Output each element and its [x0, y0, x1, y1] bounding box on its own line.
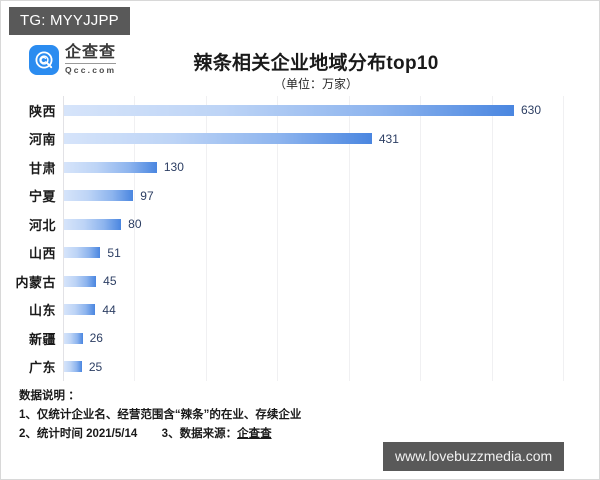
bar-container: 25 [64, 353, 599, 382]
footnote-source-value: 企查查 [237, 427, 272, 440]
bar-value-label: 26 [89, 331, 103, 346]
bar-category-label: 陕西 [28, 103, 56, 119]
qcc-logo-icon [29, 45, 59, 75]
bar[interactable] [64, 247, 101, 259]
footnotes: 数据说明 ： 1、仅统计企业名、经营范围含“辣条”的在业、存续企业 2、统计时间… [19, 387, 419, 444]
bar[interactable] [64, 361, 82, 373]
chart-bar-row[interactable]: 新疆 26 [1, 324, 599, 353]
bar-container: 130 [64, 153, 599, 182]
bar-container: 51 [64, 239, 599, 268]
footnote-line-1: 1、仅统计企业名、经营范围含“辣条”的在业、存续企业 [19, 408, 302, 421]
bar[interactable] [64, 275, 97, 287]
qcc-logo-text: 企查查 Qcc.com [65, 45, 117, 76]
qcc-logo-name-cn: 企查查 [65, 45, 117, 65]
footnote-stat-date: 2、统计时间 2021/5/14 [19, 427, 138, 440]
chart-bar-row[interactable]: 河北 80 [1, 210, 599, 239]
page-subtitle: （单位：万家） [273, 77, 358, 91]
chart-gridlines [63, 96, 599, 381]
bar-category-label: 宁夏 [28, 189, 56, 205]
bar-category-label: 甘肃 [28, 160, 56, 176]
bar-value-label: 25 [88, 359, 103, 374]
gridline [491, 96, 493, 381]
bar-category-label: 内蒙古 [15, 274, 56, 290]
chart-y-axis-line [63, 96, 64, 381]
bar[interactable] [64, 304, 96, 316]
bar-value-label: 130 [163, 160, 184, 175]
bar-value-label: 51 [107, 245, 121, 260]
gridline [420, 96, 422, 381]
bar-category-label: 广东 [28, 360, 56, 376]
gridline [277, 96, 279, 381]
bar-container: 44 [64, 296, 599, 325]
gridline [205, 96, 207, 381]
bar-category-label: 河北 [28, 217, 56, 233]
bar-container: 97 [64, 182, 599, 211]
bar-value-label: 431 [378, 131, 399, 146]
bar[interactable] [64, 104, 514, 116]
bar[interactable] [64, 332, 83, 344]
qcc-logo-name-en: Qcc.com [65, 65, 117, 76]
bar[interactable] [64, 133, 372, 145]
bar-container: 630 [64, 96, 599, 125]
bar[interactable] [64, 218, 122, 230]
gridline [134, 96, 136, 381]
bar-value-label: 97 [140, 188, 154, 203]
watermark: www.lovebuzzmedia.com [383, 442, 565, 471]
bar[interactable] [64, 161, 157, 173]
chart-plot-area: 陕西 630 河南 431 甘肃 130 宁夏 97 河北 80 山西 51 内蒙古 45 山东 44 新疆 26… [1, 96, 599, 382]
bar-category-label: 山西 [28, 246, 56, 262]
bar[interactable] [64, 190, 134, 202]
qcc-logo: 企查查 Qcc.com [29, 45, 117, 76]
bar-container: 80 [64, 210, 599, 239]
bar-container: 26 [64, 324, 599, 353]
bar-value-label: 45 [103, 274, 117, 289]
bar-container: 431 [64, 125, 599, 154]
chart-bar-row[interactable]: 陕西 630 [1, 96, 599, 125]
chart-bar-row[interactable]: 山西 51 [1, 239, 599, 268]
chart-bar-row[interactable]: 河南 431 [1, 125, 599, 154]
bar-category-label: 河南 [28, 132, 56, 148]
chart-bar-row[interactable]: 甘肃 130 [1, 153, 599, 182]
bar-category-label: 新疆 [28, 331, 56, 347]
footnote-source-label: 3、数据来源： [161, 427, 238, 440]
page-title: 辣条相关企业地域分布top10 [193, 53, 439, 74]
gridline [348, 96, 350, 381]
chart-bar-row[interactable]: 广东 25 [1, 353, 599, 382]
bar-value-label: 80 [128, 217, 142, 232]
chart-bar-row[interactable]: 山东 44 [1, 296, 599, 325]
chart-bar-row[interactable]: 内蒙古 45 [1, 267, 599, 296]
gridline [563, 96, 564, 381]
bar-value-label: 630 [521, 103, 542, 118]
bar-value-label: 44 [102, 302, 116, 317]
telegram-handle-badge: TG: MYYJJPP [9, 7, 130, 35]
chart-bar-row[interactable]: 宁夏 97 [1, 182, 599, 211]
footnote-line-2: 2、统计时间 2021/5/14 3、数据来源：企查查 [19, 425, 419, 444]
chart-bars: 陕西 630 河南 431 甘肃 130 宁夏 97 河北 80 山西 51 内蒙古 45 山东 44 新疆 26… [1, 96, 599, 382]
bar-container: 45 [64, 267, 599, 296]
bar-category-label: 山东 [28, 303, 56, 319]
footnote-title: 数据说明 ： [19, 390, 80, 402]
